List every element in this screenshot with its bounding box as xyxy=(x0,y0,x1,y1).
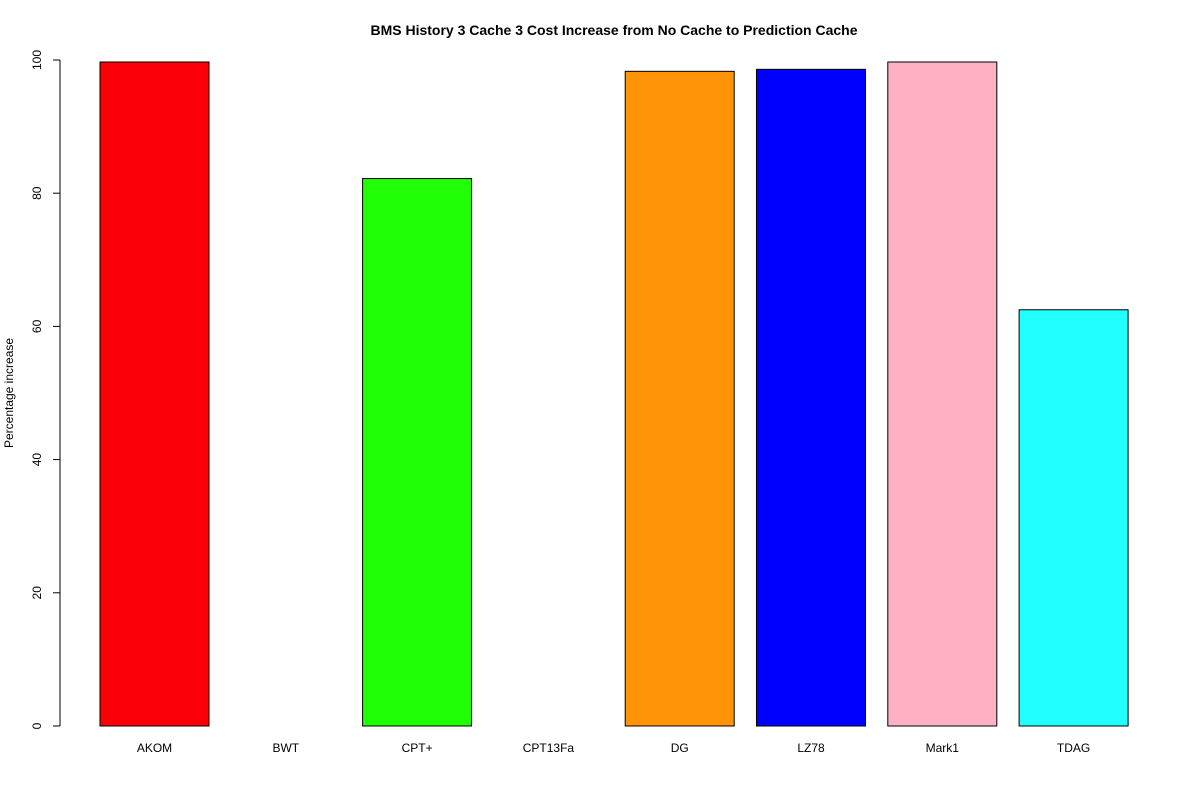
bar-akom xyxy=(99,61,210,727)
bar-dg xyxy=(624,70,735,727)
y-tick-label: 60 xyxy=(30,319,44,333)
bar-lz78 xyxy=(756,68,866,727)
bars xyxy=(99,61,1129,727)
y-tick-label: 20 xyxy=(30,586,44,600)
x-tick-label: DG xyxy=(671,741,689,755)
chart-title: BMS History 3 Cache 3 Cost Increase from… xyxy=(370,22,857,38)
bar-tdag xyxy=(1018,309,1129,727)
x-tick-label: TDAG xyxy=(1057,741,1090,755)
x-tick-label: LZ78 xyxy=(797,741,825,755)
bar-cpt- xyxy=(362,178,473,727)
x-tick-label: CPT13Fa xyxy=(523,741,575,755)
x-tick-label: AKOM xyxy=(137,741,172,755)
category-labels: AKOM BWT CPT+ CPT13Fa DG LZ78 Mark1 TDAG xyxy=(137,741,1090,755)
y-axis-label: Percentage increase xyxy=(2,338,16,448)
y-tick-label: 80 xyxy=(30,186,44,200)
x-tick-label: CPT+ xyxy=(402,741,433,755)
x-tick-label: BWT xyxy=(272,741,299,755)
x-tick-label: Mark1 xyxy=(926,741,960,755)
y-tick-label: 100 xyxy=(30,50,44,70)
bar-mark1 xyxy=(887,61,998,727)
y-tick-label: 0 xyxy=(30,722,44,729)
y-axis: 0 20 40 60 80 100 xyxy=(30,50,61,729)
y-tick-label: 40 xyxy=(30,453,44,467)
